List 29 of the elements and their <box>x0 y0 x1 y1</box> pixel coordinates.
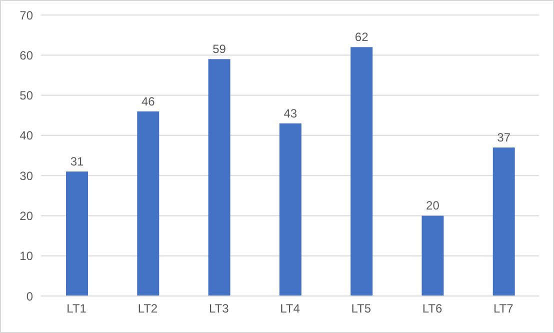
bar <box>66 172 88 296</box>
bar <box>350 47 373 296</box>
y-tick-label: 30 <box>20 168 34 183</box>
data-label: 43 <box>284 106 298 120</box>
x-tick-label: LT6 <box>422 302 442 316</box>
x-tick-label: LT4 <box>280 302 300 316</box>
y-tick-label: 60 <box>20 48 34 62</box>
x-tick-label: LT5 <box>351 302 372 316</box>
bar <box>208 59 230 296</box>
bar <box>137 111 160 296</box>
data-label: 31 <box>70 154 84 169</box>
bar <box>422 216 444 296</box>
data-label: 37 <box>497 130 511 144</box>
data-label: 46 <box>141 94 156 108</box>
x-tick-label: LT3 <box>208 302 230 316</box>
x-tick-label: LT7 <box>494 302 514 316</box>
y-tick-label: 50 <box>20 88 34 103</box>
y-tick-label: 10 <box>20 249 34 264</box>
bar <box>492 147 515 296</box>
x-tick-label: LT1 <box>66 302 87 316</box>
bar <box>279 123 302 296</box>
y-tick-label: 70 <box>20 8 34 22</box>
data-label: 59 <box>212 42 226 56</box>
x-tick-label: LT2 <box>138 302 158 316</box>
y-tick-label: 40 <box>20 128 34 143</box>
y-tick-label: 0 <box>26 289 34 304</box>
data-label: 62 <box>354 30 369 44</box>
data-label: 20 <box>426 198 440 213</box>
y-tick-label: 20 <box>20 208 34 223</box>
